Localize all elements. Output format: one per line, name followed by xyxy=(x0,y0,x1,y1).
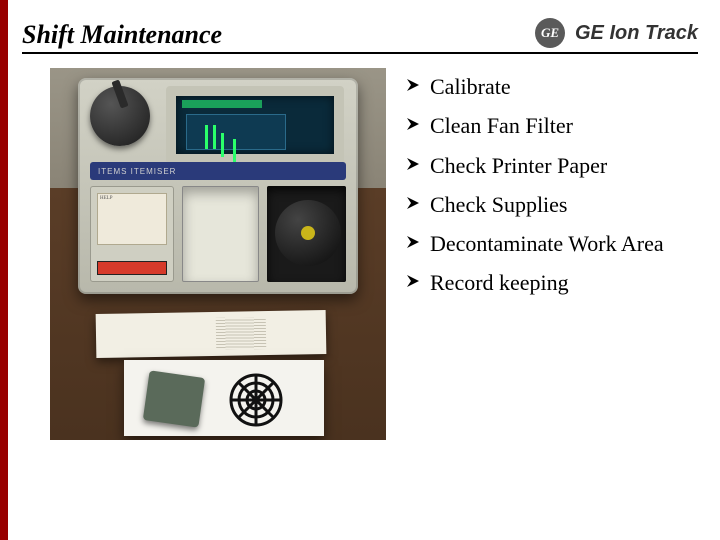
page-title: Shift Maintenance xyxy=(22,20,222,50)
accent-bar xyxy=(0,0,8,540)
sample-holder xyxy=(267,186,346,282)
printer-slot xyxy=(182,186,259,282)
device-model-label: ITEMS ITEMISER xyxy=(90,162,346,180)
brand-logo: GE GE Ion Track xyxy=(535,18,698,50)
iontrack-badge xyxy=(97,261,167,275)
arrowhead-right-icon xyxy=(406,78,420,92)
sample-disc xyxy=(275,200,341,266)
fan-grille-icon xyxy=(228,372,284,428)
list-item: Calibrate xyxy=(406,74,700,99)
screen-chart xyxy=(186,114,286,150)
slide-header: Shift Maintenance GE GE Ion Track xyxy=(22,10,698,54)
info-panel: HELP xyxy=(90,186,174,282)
ge-monogram-icon: GE xyxy=(535,18,565,48)
screen-status-bar xyxy=(182,100,262,108)
list-item: Record keeping xyxy=(406,270,700,295)
cleaning-sponge xyxy=(143,370,205,427)
device-screen xyxy=(166,86,344,164)
help-card: HELP xyxy=(97,193,167,245)
list-item-label: Check Supplies xyxy=(430,192,568,217)
list-item: Decontaminate Work Area xyxy=(406,231,700,256)
list-item-label: Decontaminate Work Area xyxy=(430,231,664,256)
brand-logo-text: GE Ion Track xyxy=(575,22,698,45)
list-item: Check Supplies xyxy=(406,192,700,217)
list-item-label: Calibrate xyxy=(430,74,511,99)
equipment-photo: ITEMS ITEMISER HELP xyxy=(50,68,386,440)
list-item-label: Check Printer Paper xyxy=(430,153,607,178)
maintenance-checklist: Calibrate Clean Fan Filter Check Printer… xyxy=(406,74,700,310)
sample-dial xyxy=(90,86,150,146)
list-item-label: Record keeping xyxy=(430,270,569,295)
arrowhead-right-icon xyxy=(406,235,420,249)
list-item-label: Clean Fan Filter xyxy=(430,113,573,138)
device-tray-area: HELP xyxy=(90,186,346,282)
list-item: Check Printer Paper xyxy=(406,153,700,178)
arrowhead-right-icon xyxy=(406,117,420,131)
arrowhead-right-icon xyxy=(406,274,420,288)
printout-strip xyxy=(96,310,327,358)
list-item: Clean Fan Filter xyxy=(406,113,700,138)
detector-device: ITEMS ITEMISER HELP xyxy=(78,78,358,294)
arrowhead-right-icon xyxy=(406,157,420,171)
arrowhead-right-icon xyxy=(406,196,420,210)
